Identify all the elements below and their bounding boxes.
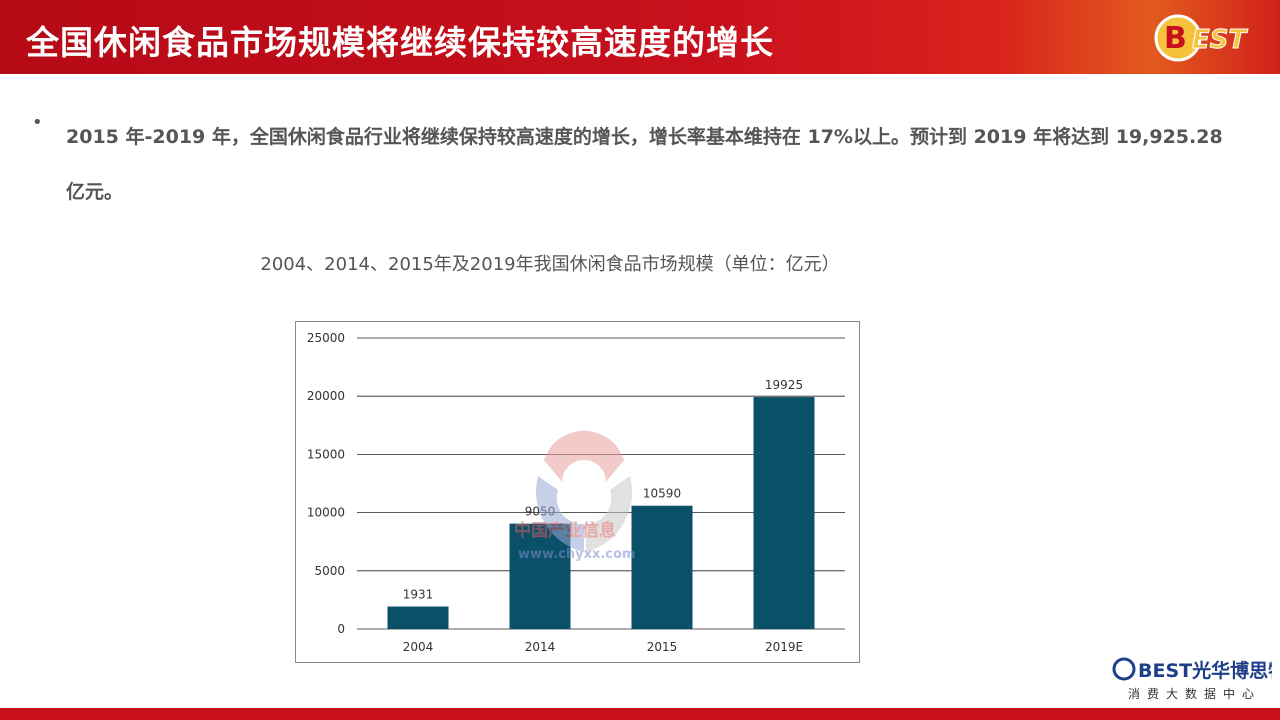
footer-brand: BEST光华博思特 — [1138, 659, 1272, 682]
summary-paragraph: 2015 年-2019 年，全国休闲食品行业将继续保持较高速度的增长，增长率基本… — [66, 126, 1223, 203]
header-banner: 全国休闲食品市场规模将继续保持较高速度的增长 B EST — [0, 0, 1280, 74]
svg-text:B: B — [1164, 21, 1187, 56]
x-tick-label: 2004 — [403, 640, 434, 654]
x-tick-label: 2015 — [647, 640, 678, 654]
y-tick-label: 10000 — [307, 506, 345, 520]
bar-2015 — [631, 505, 693, 629]
chart-title: 2004、2014、2015年及2019年我国休闲食品市场规模（单位：亿元） — [260, 254, 840, 275]
y-tick-label: 25000 — [307, 331, 345, 345]
footer-brand-logo-icon: BEST光华博思特 — [1112, 657, 1272, 682]
y-tick-label: 20000 — [307, 389, 345, 403]
y-tick-label: 15000 — [307, 447, 345, 461]
svg-text:EST: EST — [1192, 25, 1248, 55]
watermark-line1: 中国产业信息 — [514, 520, 616, 541]
y-tick-label: 0 — [337, 622, 345, 636]
watermark-logo-icon: 中国产业信息 www.chyxx.com — [514, 430, 635, 562]
x-tick-label: 2014 — [525, 640, 556, 654]
data-label: 19925 — [765, 378, 803, 392]
bar-2004 — [387, 606, 449, 629]
bullet-marker: • — [32, 112, 43, 133]
data-label: 10590 — [643, 487, 681, 501]
data-label: 1931 — [403, 588, 434, 602]
bar-2014 — [509, 523, 571, 629]
y-tick-label: 5000 — [314, 564, 345, 578]
x-tick-label: 2019E — [765, 640, 803, 654]
watermark-line2: www.chyxx.com — [518, 547, 635, 562]
footer-subtitle: 消费大数据中心 — [1128, 687, 1262, 701]
footer-bar — [0, 708, 1280, 720]
bar-2019E — [753, 397, 815, 629]
best-logo-icon: B EST — [1154, 14, 1249, 62]
page-title: 全国休闲食品市场规模将继续保持较高速度的增长 — [26, 23, 774, 62]
